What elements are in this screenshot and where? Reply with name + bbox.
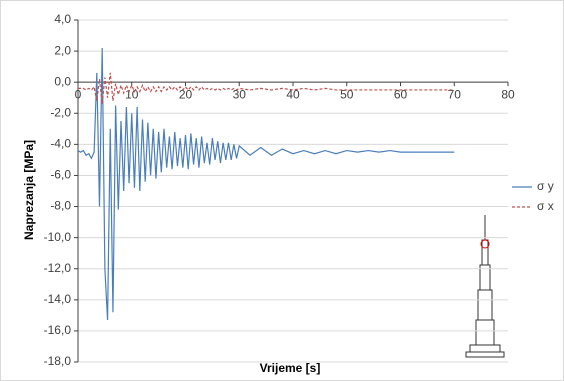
y-tick-label: -16,0 <box>44 323 72 337</box>
x-tick-label: 70 <box>448 87 462 101</box>
y-tick-label: -4,0 <box>50 137 71 151</box>
x-tick-label: 20 <box>179 87 193 101</box>
legend-label: σ x <box>537 199 554 213</box>
y-tick-label: -6,0 <box>50 168 71 182</box>
x-tick-label: 60 <box>394 87 408 101</box>
y-tick-label: 0,0 <box>54 74 71 88</box>
x-axis-title: Vrijeme [s] <box>260 361 321 375</box>
y-tick-label: -8,0 <box>50 199 71 213</box>
line-series <box>77 47 455 321</box>
line-series <box>78 72 455 105</box>
x-tick-label: 40 <box>286 87 300 101</box>
tower-icon <box>465 215 505 358</box>
y-tick-label: 4,0 <box>54 12 71 26</box>
x-tick-label: 50 <box>340 87 354 101</box>
y-tick-label: -14,0 <box>44 292 72 306</box>
y-tick-label: -2,0 <box>50 105 71 119</box>
y-tick-label: -12,0 <box>44 261 72 275</box>
x-tick-label: 30 <box>233 87 247 101</box>
legend-label: σ y <box>537 179 554 193</box>
y-tick-label: -10,0 <box>44 230 72 244</box>
y-tick-label: 2,0 <box>54 43 71 57</box>
y-axis-title: Naprezanja [MPa] <box>22 140 36 240</box>
x-tick-label: 0 <box>75 87 82 101</box>
x-tick-label: 80 <box>501 87 515 101</box>
y-tick-label: -18,0 <box>44 354 72 368</box>
x-tick-label: 10 <box>125 87 139 101</box>
